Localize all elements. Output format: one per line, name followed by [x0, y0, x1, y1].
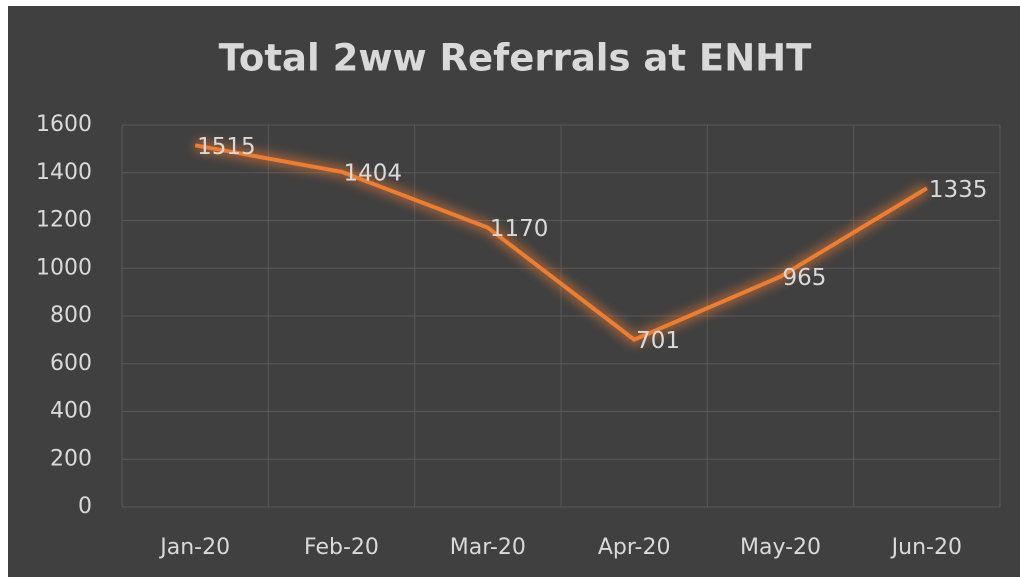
x-tick-label: May-20 [740, 535, 821, 560]
chart-background [8, 6, 1020, 577]
data-label: 1335 [929, 177, 988, 203]
x-tick-label: Jan-20 [158, 535, 230, 560]
y-tick-label: 200 [50, 446, 92, 471]
data-label: 965 [783, 265, 827, 291]
x-tick-label: Mar-20 [450, 535, 526, 560]
y-tick-label: 1200 [36, 208, 92, 233]
y-tick-label: 1000 [36, 255, 92, 280]
chart-title: Total 2ww Referrals at ENHT [219, 37, 813, 80]
y-tick-label: 400 [50, 399, 92, 424]
data-label: 1404 [344, 160, 403, 186]
y-tick-label: 800 [50, 303, 92, 328]
y-tick-label: 600 [50, 351, 92, 376]
data-label: 1515 [197, 134, 256, 160]
line [194, 143, 928, 342]
data-label: 1170 [490, 216, 549, 242]
y-tick-label: 1600 [36, 112, 92, 137]
y-tick-label: 1400 [36, 160, 92, 185]
data-label: 701 [636, 328, 680, 354]
y-tick-label: 0 [78, 494, 92, 519]
x-tick-label: Apr-20 [598, 535, 671, 560]
x-tick-label: Feb-20 [304, 535, 379, 560]
x-tick-label: Jun-20 [890, 535, 962, 560]
